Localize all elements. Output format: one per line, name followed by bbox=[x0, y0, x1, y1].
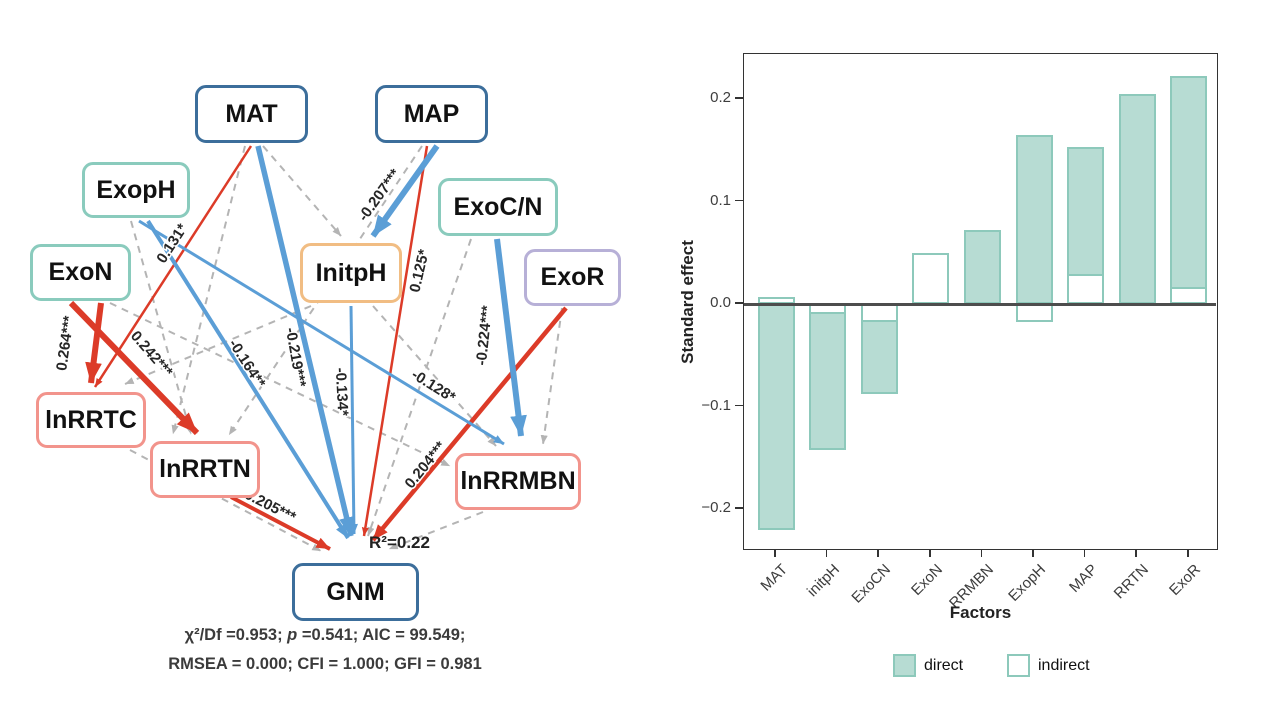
y-tick-label-0.1: 0.1 bbox=[710, 191, 731, 209]
x-tick-MAP bbox=[1083, 550, 1086, 557]
sem-path-InitpH-to-lnRRMBN bbox=[372, 305, 497, 447]
sem-path-MAP-to-GNM bbox=[361, 145, 429, 537]
bar-indirect-ExoN bbox=[912, 252, 950, 304]
bar-direct-initpH bbox=[809, 304, 847, 450]
sem-path-ExoN-to-lnRRTN bbox=[68, 300, 200, 436]
p-value-symbol: p bbox=[287, 626, 298, 644]
sem-path-MAT-to-GNM bbox=[255, 145, 355, 537]
sem-path-ExoN-to-lnRRMBN bbox=[109, 302, 451, 467]
sem-path-ExoC/N-to-GNM bbox=[367, 238, 472, 537]
bar-indirect-MAT bbox=[757, 296, 795, 304]
y-tick-0.1 bbox=[735, 199, 743, 202]
sem-path-ExoC/N-to-lnRRMBN bbox=[494, 238, 527, 437]
y-tick-label-−0.2: −0.2 bbox=[701, 499, 731, 516]
sem-path-label-MAP-to-InitpH: -0.207*** bbox=[355, 166, 404, 225]
x-tick-label-MAT: MAT bbox=[757, 561, 792, 595]
sem-path-ExopH-to-GNM bbox=[146, 219, 350, 540]
sem-node-InitpH: InitpH bbox=[300, 243, 402, 303]
y-tick-−0.2 bbox=[735, 507, 743, 509]
sem-path-label-InitpH-to-GNM: -0.134* bbox=[332, 367, 352, 416]
y-tick-0.2 bbox=[735, 97, 743, 99]
sem-path-MAT-to-lnRRTC bbox=[93, 145, 253, 388]
x-tick-label-MAP: MAP bbox=[1065, 561, 1101, 597]
sem-node-MAP: MAP bbox=[375, 85, 488, 143]
sem-path-InitpH-to-GNM bbox=[349, 305, 359, 535]
x-tick-ExoR bbox=[1187, 550, 1189, 557]
x-tick-label-ExoN: ExoN bbox=[907, 561, 946, 599]
x-axis-title: Factors bbox=[949, 603, 1012, 622]
x-tick-RRTN bbox=[1135, 550, 1137, 557]
fit-stats-line2: RMSEA = 0.000; CFI = 1.000; GFI = 0.981 bbox=[168, 655, 482, 673]
y-tick-−0.1 bbox=[735, 404, 743, 407]
sem-path-MAT-to-InitpH bbox=[262, 145, 342, 237]
x-tick-initpH bbox=[825, 550, 828, 557]
legend-swatch-indirect bbox=[1007, 654, 1030, 677]
x-tick-label-ExopH: ExopH bbox=[1005, 561, 1050, 605]
sem-path-label-ExoC/N-to-lnRRMBN: -0.224*** bbox=[473, 305, 496, 367]
sem-path-lnRRTC-to-GNM bbox=[129, 449, 322, 552]
x-tick-label-ExoR: ExoR bbox=[1165, 561, 1204, 599]
sem-node-ExoN: ExoN bbox=[30, 244, 131, 301]
bar-direct-ExopH bbox=[1015, 134, 1053, 304]
x-tick-ExoN bbox=[929, 550, 931, 557]
bar-direct-RRTN bbox=[1118, 93, 1156, 304]
bar-direct-MAT bbox=[757, 304, 795, 530]
sem-path-MAP-to-InitpH bbox=[370, 144, 440, 238]
sem-node-lnRRTN: lnRRTN bbox=[150, 441, 260, 498]
y-tick-label-−0.1: −0.1 bbox=[701, 396, 731, 414]
sem-path-ExoN-to-lnRRTC bbox=[85, 302, 104, 384]
sem-path-lnRRTN-to-GNM bbox=[230, 495, 331, 551]
bar-direct-RRMBN bbox=[963, 230, 1001, 304]
y-tick-0.0 bbox=[735, 302, 743, 304]
y-tick-label-0.2: 0.2 bbox=[710, 89, 731, 106]
sem-edges-layer: 0.131*0.125*0.264*** 0.242***0.205***0.20… bbox=[52, 144, 568, 552]
sem-node-lnRRMBN: lnRRMBN bbox=[455, 453, 581, 510]
x-tick-label-initpH: initpH bbox=[803, 561, 843, 601]
x-tick-MAT bbox=[774, 550, 776, 557]
sem-path-MAT-to-lnRRTN bbox=[171, 145, 246, 435]
sem-path-ExopH-to-lnRRMBN bbox=[138, 219, 505, 446]
x-tick-label-ExoCN: ExoCN bbox=[848, 561, 895, 607]
x-tick-RRMBN bbox=[980, 550, 983, 557]
legend-label-direct: direct bbox=[924, 657, 964, 674]
sem-node-ExoCN: ExoC/N bbox=[438, 178, 558, 236]
x-tick-label-RRTN: RRTN bbox=[1110, 561, 1153, 603]
bar-indirect-MAP bbox=[1067, 274, 1105, 304]
bar-indirect-ExoR bbox=[1170, 286, 1208, 304]
legend-label-indirect: indirect bbox=[1038, 657, 1090, 674]
chart-plot-panel bbox=[743, 53, 1218, 550]
x-tick-ExoCN bbox=[877, 550, 879, 557]
sem-node-lnRRTC: lnRRTC bbox=[36, 392, 146, 448]
legend-swatch-direct bbox=[893, 654, 916, 677]
sem-node-MAT: MAT bbox=[195, 85, 308, 143]
r-squared-label: R²=0.22 bbox=[369, 533, 430, 552]
sem-path-lnRRMBN-to-GNM bbox=[388, 511, 484, 550]
zero-line bbox=[744, 303, 1216, 306]
sem-path-ExoR-to-lnRRMBN bbox=[540, 307, 563, 445]
bar-direct-ExoR bbox=[1170, 76, 1208, 304]
sem-node-ExoR: ExoR bbox=[524, 249, 621, 306]
sem-path-label-ExopH-to-GNM: -0.164** bbox=[225, 336, 269, 391]
bar-indirect-ExopH bbox=[1015, 304, 1053, 323]
x-tick-ExopH bbox=[1032, 550, 1034, 557]
sem-path-label-ExoN-to-lnRRTC: 0.264*** bbox=[53, 315, 78, 372]
fit-stats-line1: χ²/Df =0.953; p =0.541; AIC = 99.549; bbox=[184, 626, 466, 644]
sem-node-GNM: GNM bbox=[292, 563, 419, 621]
sem-node-ExopH: ExopH bbox=[82, 162, 190, 218]
y-tick-label-0.0: 0.0 bbox=[710, 294, 731, 311]
model-fit-statistics: χ²/Df =0.953; p =0.541; AIC = 99.549; RM… bbox=[110, 621, 540, 679]
bar-indirect-ExoCN bbox=[860, 304, 898, 323]
